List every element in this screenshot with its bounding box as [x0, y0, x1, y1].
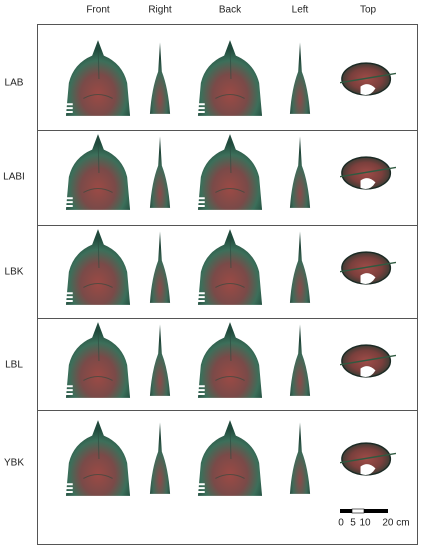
- helmet-front: [64, 420, 132, 497]
- scale-label: 0: [338, 518, 344, 529]
- column-header: Right: [148, 5, 172, 16]
- helmet-top: [340, 344, 396, 378]
- scale-label: 5: [350, 518, 356, 529]
- helmet-side: [289, 231, 311, 303]
- helmet-side: [289, 136, 311, 208]
- row-label: LABI: [3, 172, 25, 183]
- helmet-top: [340, 251, 396, 285]
- helmet-front: [196, 40, 264, 117]
- column-header: Back: [219, 5, 242, 16]
- column-header: Top: [360, 5, 377, 16]
- helmet-front: [196, 229, 264, 306]
- helmet-front: [64, 134, 132, 211]
- helmet-front: [64, 40, 132, 117]
- helmet-side: [149, 422, 171, 494]
- helmet-front: [196, 322, 264, 399]
- scale-bar: [340, 508, 388, 514]
- frame: [37, 24, 418, 545]
- helmet-side: [149, 136, 171, 208]
- helmet-front: [196, 134, 264, 211]
- scale-label: 20 cm: [382, 518, 409, 529]
- helmet-side: [149, 42, 171, 114]
- helmet-top: [340, 156, 396, 190]
- grid: Front Right Back Left Top LAB LABI LBK LBL YBK 0 5 1…: [3, 5, 418, 529]
- column-header: Front: [86, 5, 110, 16]
- row-label: LBL: [5, 360, 23, 371]
- helmet-side: [289, 42, 311, 114]
- scale-label: 10: [359, 518, 371, 529]
- column-header: Left: [292, 5, 309, 16]
- helmet-front: [64, 322, 132, 399]
- helmet-front: [64, 229, 132, 306]
- helmet-top: [340, 442, 396, 476]
- helmet-side: [149, 231, 171, 303]
- helmet-front: [196, 420, 264, 497]
- row-label: LAB: [5, 78, 24, 89]
- row-label: LBK: [5, 267, 24, 278]
- row-label: YBK: [4, 458, 24, 469]
- helmet-side: [149, 324, 171, 396]
- helmet-top: [340, 62, 396, 96]
- helmet-side: [289, 422, 311, 494]
- helmet-side: [289, 324, 311, 396]
